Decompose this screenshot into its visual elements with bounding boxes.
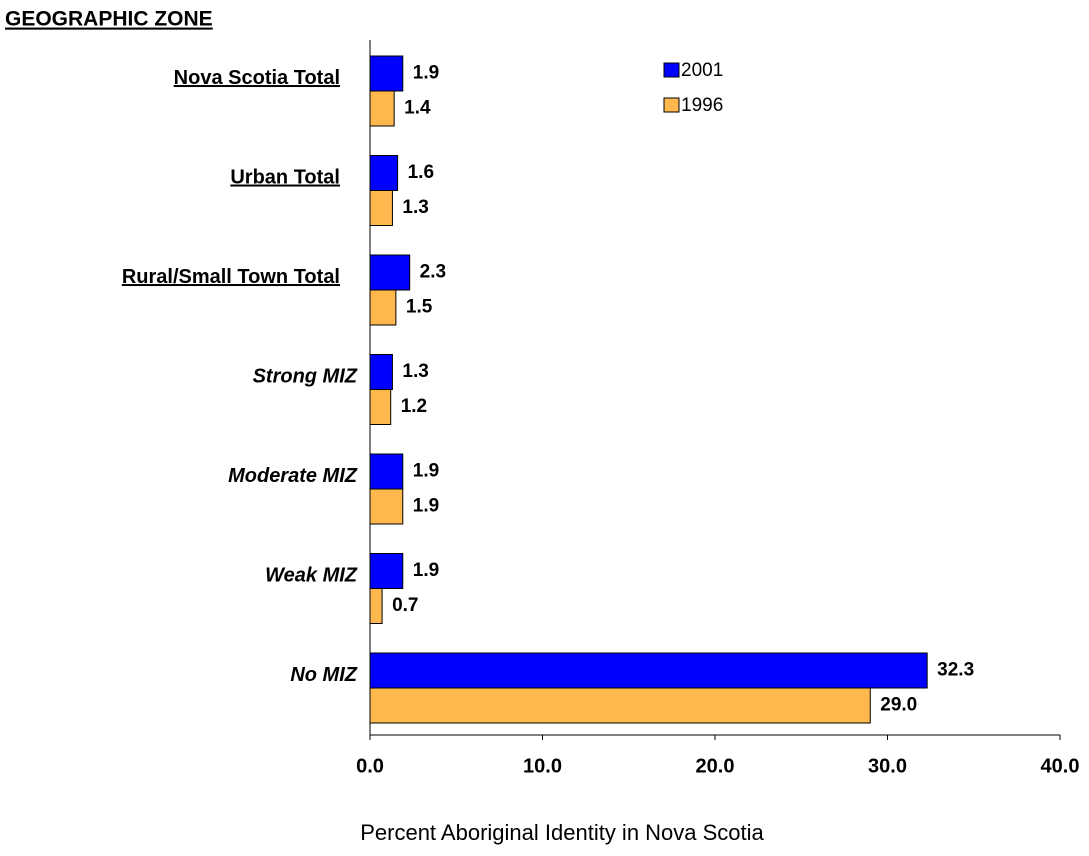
legend-label: 1996	[681, 95, 723, 116]
bar	[369, 289, 397, 326]
y-tick-label: No MIZ	[290, 664, 357, 686]
x-tick-label: 20.0	[696, 755, 735, 777]
bar	[369, 687, 871, 724]
bar	[369, 389, 392, 425]
bar	[369, 553, 404, 589]
y-tick-label: Nova Scotia Total	[174, 67, 340, 89]
value-label: 1.9	[413, 496, 439, 517]
value-label: 1.9	[413, 560, 439, 581]
y-tick-label: Rural/Small Town Total	[122, 266, 340, 288]
x-tick-label: 30.0	[868, 755, 907, 777]
value-label: 2.3	[420, 262, 446, 283]
value-label: 1.3	[402, 197, 428, 218]
bar	[369, 254, 411, 291]
value-label: 32.3	[937, 660, 974, 681]
value-label: 1.9	[413, 63, 439, 84]
value-label: 1.3	[402, 361, 428, 382]
value-label: 0.7	[392, 595, 418, 616]
bar	[369, 55, 404, 92]
legend-swatch	[663, 62, 680, 78]
y-tick-label: Strong MIZ	[253, 366, 358, 388]
value-label: 29.0	[880, 695, 917, 716]
bar	[369, 453, 404, 490]
legend-swatch	[663, 97, 680, 113]
bar	[369, 488, 404, 525]
bar	[369, 354, 393, 390]
value-label: 1.9	[413, 461, 439, 482]
bar	[369, 190, 393, 226]
bar	[369, 155, 399, 191]
x-tick-label: 40.0	[1041, 755, 1080, 777]
bar	[369, 90, 395, 127]
y-tick-label: Weak MIZ	[265, 565, 358, 587]
bar	[369, 652, 928, 689]
x-axis-label: Percent Aboriginal Identity in Nova Scot…	[360, 820, 764, 845]
chart-title: GEOGRAPHIC ZONE	[5, 8, 213, 31]
value-label: 1.6	[408, 162, 434, 183]
legend-label: 2001	[681, 60, 723, 81]
value-label: 1.2	[401, 396, 427, 417]
x-tick-label: 0.0	[356, 755, 384, 777]
value-label: 1.5	[406, 297, 433, 318]
bar	[369, 588, 383, 624]
x-tick-label: 10.0	[523, 755, 562, 777]
y-tick-label: Moderate MIZ	[228, 465, 358, 487]
y-tick-label: Urban Total	[230, 167, 340, 189]
value-label: 1.4	[404, 98, 431, 119]
